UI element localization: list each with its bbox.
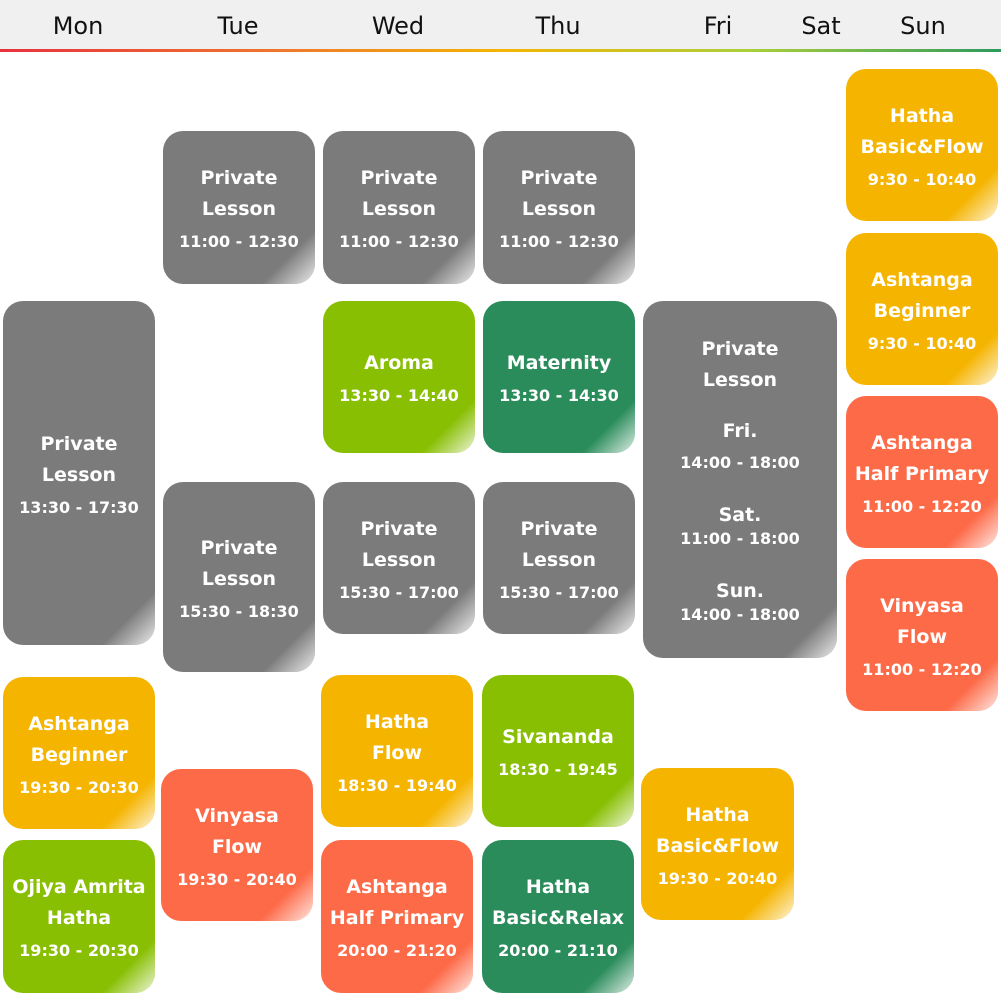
class-time: 15:30 - 18:30 [179,601,299,621]
class-time: 19:30 - 20:40 [177,869,297,889]
class-title: Lesson [521,198,597,220]
class-time: 9:30 - 10:40 [867,169,977,189]
class-title: Basic&Relax [491,907,625,929]
class-card-thu-hatha-basic-relax[interactable]: Hatha Basic&Relax 20:00 - 21:10 [482,840,634,993]
class-title: Flow [371,741,423,764]
class-title: Maternity [506,352,612,374]
class-time: 15:30 - 17:00 [339,582,459,602]
class-card-fri-hatha-basic-flow[interactable]: Hatha Basic&Flow 19:30 - 20:40 [641,768,794,920]
class-title: Hatha [685,803,750,826]
class-card-thu-maternity[interactable]: Maternity 13:30 - 14:30 [483,301,635,453]
class-title: Hatha [889,104,955,127]
class-title: Private [360,167,438,189]
class-title: Hatha [525,876,591,898]
class-time: 11:00 - 12:30 [499,232,619,251]
class-card-thu-private-lesson-pm[interactable]: Private Lesson 15:30 - 17:00 [483,482,635,634]
class-title: Half Primary [329,907,465,929]
class-title: Private [520,167,598,189]
class-title: Sivananda [502,726,614,748]
class-title: Beginner [30,743,128,766]
day-label-thu: Thu [535,12,581,40]
class-card-mon-ojiya-amrita-hatha[interactable]: Ojiya Amrita Hatha 19:30 - 20:30 [3,840,155,993]
class-title: Private [40,432,118,455]
class-card-mon-private-lesson[interactable]: Private Lesson 13:30 - 17:30 [3,301,155,645]
class-title: Beginner [873,299,971,322]
class-title: Vinyasa [195,804,279,827]
class-title: Hatha [364,710,430,733]
class-time: 13:30 - 17:30 [19,497,139,517]
class-time: 18:30 - 19:45 [498,760,618,779]
schedule-time-fri: 14:00 - 18:00 [680,453,800,472]
class-title: Aroma [364,352,434,374]
class-title: Ashtanga [871,431,973,454]
class-card-tue-vinyasa-flow[interactable]: Vinyasa Flow 19:30 - 20:40 [161,769,313,921]
schedule-day-sun: Sun. [716,580,764,602]
class-title: Basic&Flow [655,834,780,857]
class-time: 20:00 - 21:10 [498,941,618,960]
class-time: 11:00 - 12:30 [339,232,459,251]
class-time: 9:30 - 10:40 [867,333,977,353]
class-time: 20:00 - 21:20 [337,941,457,960]
class-title: Half Primary [854,462,990,485]
class-card-wed-aroma[interactable]: Aroma 13:30 - 14:40 [323,301,475,453]
class-card-wed-private-lesson-am[interactable]: Private Lesson 11:00 - 12:30 [323,131,475,284]
schedule-day-sat: Sat. [718,504,762,526]
class-time: 19:30 - 20:30 [19,941,139,960]
class-title: Lesson [361,548,437,571]
weekday-header: Mon Tue Wed Thu Fri Sat Sun [0,0,1001,50]
class-title: Private [520,517,598,540]
class-title: Private [200,536,278,559]
class-time: 15:30 - 17:00 [499,582,619,602]
class-time: 11:00 - 12:20 [862,496,982,516]
class-time: 19:30 - 20:40 [657,868,778,888]
class-time: 13:30 - 14:40 [339,386,459,405]
class-card-sun-ashtanga-beginner[interactable]: Ashtanga Beginner 9:30 - 10:40 [846,233,998,385]
class-title: Ashtanga [871,268,973,291]
class-title: Private [360,517,438,540]
schedule-day-fri: Fri. [722,420,758,442]
class-title: Lesson [521,548,597,571]
day-label-fri: Fri [703,12,733,40]
class-card-sun-vinyasa-flow[interactable]: Vinyasa Flow 11:00 - 12:20 [846,559,998,711]
class-title: Private [701,338,779,360]
class-title: Lesson [201,198,277,220]
class-title: Flow [211,835,263,858]
class-title: Flow [896,625,948,648]
day-label-sun: Sun [900,12,946,40]
class-title: Lesson [201,567,277,590]
class-title: Hatha [46,907,112,929]
schedule-time-sun: 14:00 - 18:00 [680,605,800,624]
class-title: Lesson [361,198,437,220]
day-label-mon: Mon [52,12,104,40]
class-card-sun-hatha-basic-flow[interactable]: Hatha Basic&Flow 9:30 - 10:40 [846,69,998,221]
day-label-wed: Wed [371,12,425,40]
class-card-fri-sat-sun-private-lesson[interactable]: Private Lesson Fri. 14:00 - 18:00 Sat. 1… [643,301,837,658]
day-label-tue: Tue [217,12,259,40]
class-title: Ashtanga [28,712,130,735]
day-label-sat: Sat [801,12,841,40]
class-card-wed-ashtanga-half-primary[interactable]: Ashtanga Half Primary 20:00 - 21:20 [321,840,473,993]
class-card-thu-sivananda[interactable]: Sivananda 18:30 - 19:45 [482,675,634,827]
class-time: 19:30 - 20:30 [19,777,139,797]
class-title: Ojiya Amrita [12,876,146,898]
class-title: Vinyasa [880,594,964,617]
class-card-wed-private-lesson-pm[interactable]: Private Lesson 15:30 - 17:00 [323,482,475,634]
class-card-sun-ashtanga-half-primary[interactable]: Ashtanga Half Primary 11:00 - 12:20 [846,396,998,548]
class-card-tue-private-lesson-pm[interactable]: Private Lesson 15:30 - 18:30 [163,482,315,672]
schedule-time-sat: 11:00 - 18:00 [680,529,800,548]
class-card-mon-ashtanga-beginner[interactable]: Ashtanga Beginner 19:30 - 20:30 [3,677,155,829]
class-time: 18:30 - 19:40 [337,775,457,795]
class-title: Lesson [702,369,778,391]
header-gradient-rule [0,49,1001,52]
class-title: Lesson [41,463,117,486]
class-time: 13:30 - 14:30 [499,386,619,405]
class-time: 11:00 - 12:30 [179,232,299,251]
class-title: Basic&Flow [860,135,984,158]
class-card-tue-private-lesson-am[interactable]: Private Lesson 11:00 - 12:30 [163,131,315,284]
class-time: 11:00 - 12:20 [862,659,982,679]
class-card-thu-private-lesson-am[interactable]: Private Lesson 11:00 - 12:30 [483,131,635,284]
class-card-wed-hatha-flow[interactable]: Hatha Flow 18:30 - 19:40 [321,675,473,827]
class-title: Ashtanga [346,876,448,898]
class-title: Private [200,167,278,189]
